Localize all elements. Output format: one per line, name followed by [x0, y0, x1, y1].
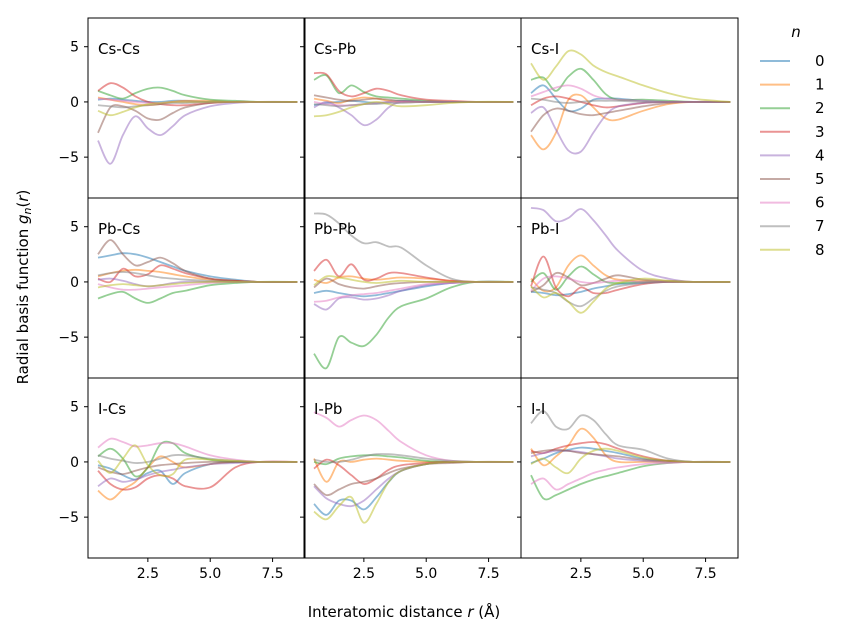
legend-item-n7: 7 [760, 217, 825, 235]
series-line-cs-i-n5 [530, 100, 731, 133]
panel-label: Cs-I [531, 40, 559, 58]
series-line-cs-cs-n8 [97, 100, 298, 117]
series-line-i-pb-n6 [313, 411, 514, 463]
panel-label: Pb-Cs [98, 220, 140, 238]
x-tick-label: 5.0 [632, 566, 654, 582]
series-line-i-cs-n6 [97, 437, 298, 463]
y-tick-label: 0 [70, 275, 79, 291]
panel-frame [87, 377, 306, 559]
series-line-pb-cs-n2 [97, 280, 298, 304]
series-line-cs-pb-n3 [313, 71, 514, 103]
series-line-i-i-n8 [530, 447, 731, 475]
series-line-i-i-n7 [530, 410, 731, 464]
panel-label: Pb-I [531, 220, 559, 238]
y-tick-label: 5 [70, 400, 79, 416]
x-tick-label: 5.0 [415, 566, 437, 582]
legend-item-n5: 5 [760, 170, 825, 188]
y-tick-label: 5 [70, 220, 79, 236]
y-tick-label: −5 [58, 330, 79, 346]
series-line-cs-cs-n2 [97, 86, 298, 103]
series-line-cs-i-n2 [530, 67, 731, 103]
x-tick-label: 5.0 [199, 566, 221, 582]
x-tick-label: 7.5 [694, 566, 716, 582]
series-line-pb-i-n8 [530, 277, 731, 314]
series-line-pb-pb-n8 [313, 275, 514, 286]
panel-pb-pb: Pb-Pb [300, 197, 522, 379]
x-axis-label: Interatomic distance r (Å) [308, 602, 501, 621]
legend-title: n [791, 23, 801, 41]
series-line-i-pb-n5 [313, 460, 514, 497]
legend-label: 5 [815, 170, 825, 188]
panel-label: I-I [531, 400, 545, 418]
x-tick-label: 7.5 [261, 566, 283, 582]
panel-label: Pb-Pb [314, 220, 357, 238]
panel-cs-i: Cs-I [517, 17, 739, 199]
x-tick-label: 2.5 [570, 566, 592, 582]
x-tick-label: 2.5 [353, 566, 375, 582]
legend-label: 4 [815, 146, 825, 164]
series-line-pb-pb-n6 [313, 280, 514, 303]
x-tick-label: 7.5 [477, 566, 499, 582]
panel-grid: Cs-Cs 5 0 −5 Cs-Pb Cs-I Pb-Cs 5 0 −5 Pb-Pb Pb-I I-Cs… [58, 17, 739, 582]
panel-cs-cs: Cs-Cs 5 0 −5 [58, 17, 306, 199]
panel-label: I-Pb [314, 400, 342, 418]
legend-label: 2 [815, 99, 825, 117]
y-tick-label: 5 [70, 40, 79, 56]
series-line-i-cs-n8 [97, 444, 298, 478]
series-line-pb-pb-n2 [313, 280, 514, 370]
panel-i-cs: I-Cs 5 0 −5 2.5 5.0 7.5 [58, 377, 306, 582]
panel-label: Cs-Pb [314, 40, 356, 58]
series-line-i-cs-n4 [97, 460, 298, 487]
legend-label: 1 [815, 76, 825, 94]
legend-label: 8 [815, 241, 825, 259]
y-tick-label: −5 [58, 510, 79, 526]
legend-item-n6: 6 [760, 194, 825, 212]
series-line-pb-pb-n3 [313, 258, 514, 283]
panel-i-pb: I-Pb 2.5 5.0 7.5 [300, 377, 522, 582]
x-tick-label: 2.5 [137, 566, 159, 582]
legend-item-n0: 0 [760, 52, 825, 70]
legend-item-n4: 4 [760, 146, 825, 164]
series-line-i-pb-n8 [313, 460, 514, 524]
legend-item-n3: 3 [760, 123, 825, 141]
legend-item-n1: 1 [760, 76, 825, 94]
panel-pb-i: Pb-I [517, 197, 739, 379]
legend-label: 3 [815, 123, 825, 141]
series-line-pb-cs-n5 [97, 239, 298, 283]
panel-label: Cs-Cs [98, 40, 140, 58]
y-tick-label: −5 [58, 150, 79, 166]
series-line-i-cs-n5 [97, 460, 298, 476]
panel-frame [520, 377, 739, 559]
legend-label: 0 [815, 52, 825, 70]
series-line-cs-i-n8 [530, 49, 731, 103]
legend: n0 1 2 3 4 5 6 7 8 [760, 23, 825, 259]
legend-label: 7 [815, 217, 825, 235]
series-line-pb-i-n4 [530, 207, 731, 284]
series-line-i-i-n6 [530, 460, 731, 491]
series-line-cs-cs-n4 [97, 100, 298, 165]
series-line-pb-pb-n0 [313, 280, 514, 298]
series-line-cs-pb-n8 [313, 100, 514, 118]
legend-item-n2: 2 [760, 99, 825, 117]
y-axis-label: Radial basis function gn(r) [14, 190, 34, 385]
series-line-pb-pb-n7 [313, 212, 514, 284]
series-line-cs-i-n7 [530, 97, 731, 104]
legend-label: 6 [815, 194, 825, 212]
legend-item-n8: 8 [760, 241, 825, 259]
panel-pb-cs: Pb-Cs 5 0 −5 [58, 197, 306, 379]
series-line-cs-i-n0 [530, 84, 731, 113]
series-line-pb-cs-n8 [97, 280, 298, 289]
series-line-i-i-n2 [530, 460, 731, 501]
y-tick-label: 0 [70, 455, 79, 471]
panel-i-i: I-I 2.5 5.0 7.5 [517, 377, 739, 582]
panel-label: I-Cs [98, 400, 126, 418]
panel-cs-pb: Cs-Pb [300, 17, 522, 199]
y-tick-label: 0 [70, 95, 79, 111]
series-line-i-pb-n3 [313, 458, 514, 485]
